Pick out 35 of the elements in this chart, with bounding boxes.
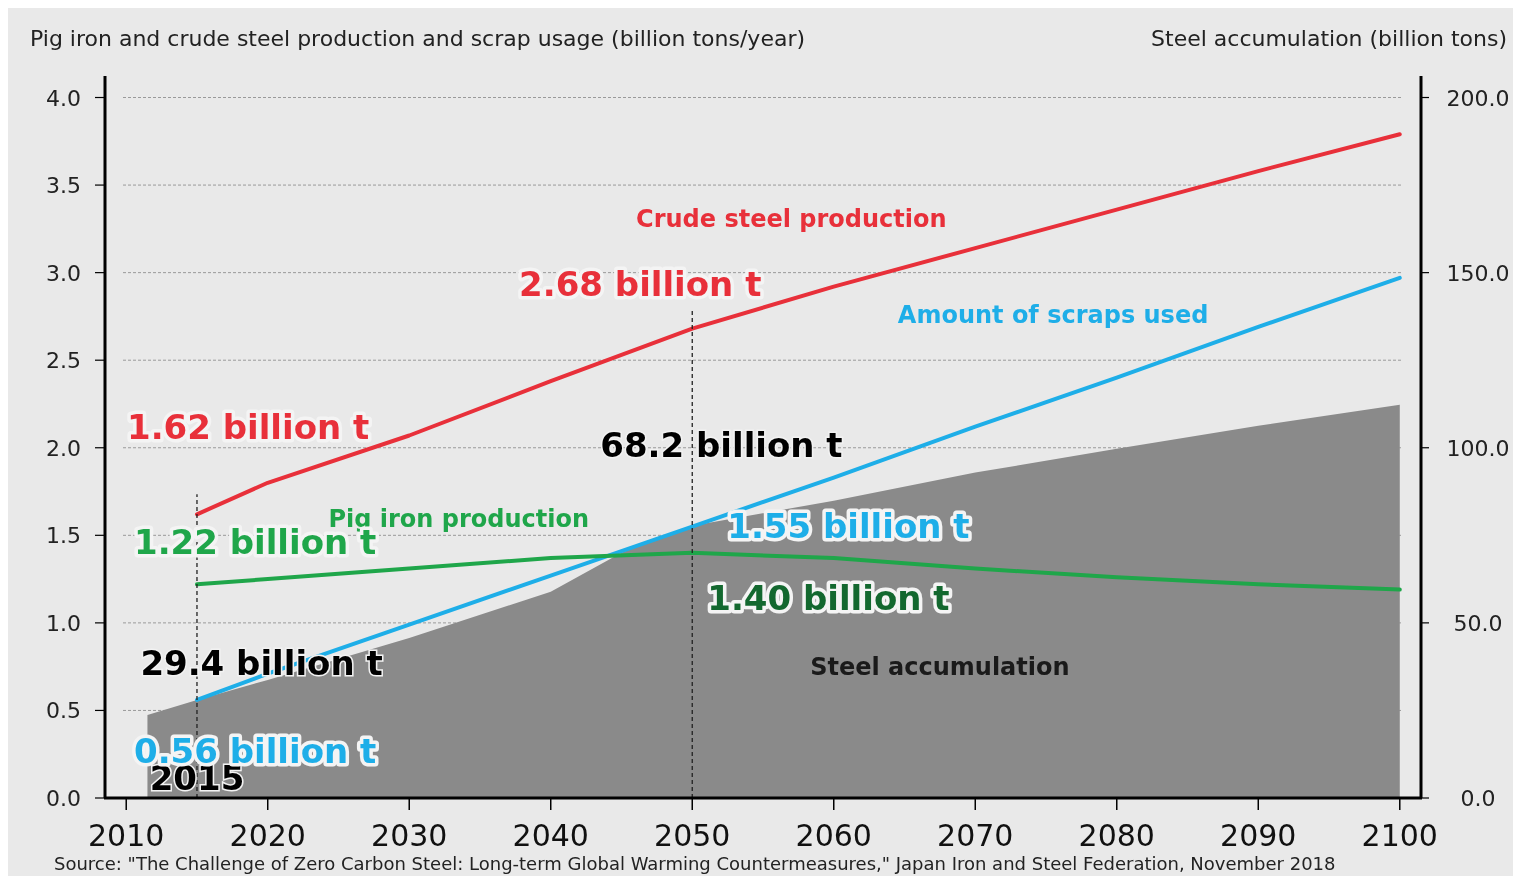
data-label: 1.40 billion t xyxy=(707,577,950,618)
y2-tick-label: 0.0 xyxy=(1460,786,1496,811)
y2-axis-title: Steel accumulation (billion tons) xyxy=(1151,26,1507,51)
series-label: Amount of scraps used xyxy=(897,301,1209,330)
x-tick-label: 2030 xyxy=(371,818,448,853)
x-tick-label: 2060 xyxy=(795,818,872,853)
y-axis-title: Pig iron and crude steel production and scrap usage (billion tons/year) xyxy=(30,26,806,51)
data-label: 1.55 billion t xyxy=(727,505,970,546)
x-tick-label: 2100 xyxy=(1361,818,1438,853)
y-tick-label: 0.0 xyxy=(46,786,81,811)
x-tick-label: 2050 xyxy=(654,818,731,853)
y-tick-label: 0.5 xyxy=(46,698,81,724)
y-tick-label: 4.0 xyxy=(46,85,81,111)
data-label: 1.62 billion t xyxy=(126,407,370,448)
x-tick-label: 2070 xyxy=(937,818,1014,853)
y-tick-label: 1.0 xyxy=(46,610,81,636)
x-tick-label: 2020 xyxy=(229,818,306,853)
x-tick-label: 2040 xyxy=(512,818,589,853)
y-tick-label: 2.5 xyxy=(46,348,81,374)
annotation: 68.2 billion t xyxy=(600,424,843,465)
y-tick-label: 1.5 xyxy=(46,523,81,549)
y2-tick-label: 50.0 xyxy=(1453,610,1503,636)
y-tick-label: 3.5 xyxy=(46,173,81,199)
y2-tick-label: 150.0 xyxy=(1446,260,1510,286)
data-label: 2.68 billion t xyxy=(519,263,762,304)
x-tick-label: 2080 xyxy=(1078,818,1155,853)
y2-tick-label: 200.0 xyxy=(1446,85,1510,111)
x-tick-label: 2090 xyxy=(1220,818,1297,853)
y-tick-label: 3.0 xyxy=(46,260,81,286)
source-note: Source: "The Challenge of Zero Carbon Steel: Long-term Global Warming Countermeasures," Japan Iron and Steel Federation, November 2018 xyxy=(54,853,1336,874)
y2-tick-label: 100.0 xyxy=(1446,435,1510,461)
series-label: Steel accumulation xyxy=(810,653,1070,682)
x-tick-label: 2010 xyxy=(88,818,165,853)
y-tick-label: 2.0 xyxy=(46,435,81,461)
series-label: Crude steel production xyxy=(636,205,947,234)
